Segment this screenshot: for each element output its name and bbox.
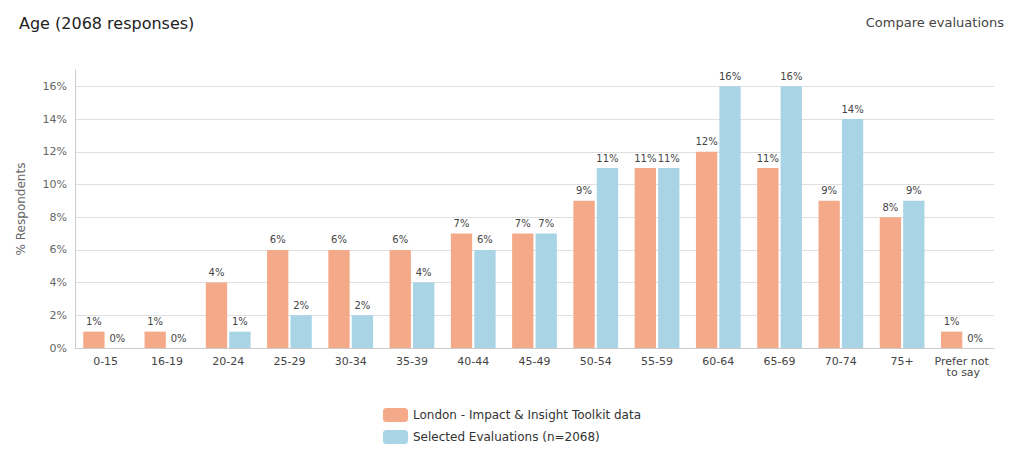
svg-text:1%: 1% xyxy=(944,316,960,327)
svg-text:0%: 0% xyxy=(109,333,125,344)
svg-text:0%: 0% xyxy=(50,342,67,355)
svg-text:20-24: 20-24 xyxy=(212,355,244,368)
svg-text:1%: 1% xyxy=(147,316,163,327)
svg-text:Age (2068 responses): Age (2068 responses) xyxy=(19,14,194,33)
svg-text:London - Impact & Insight Tool: London - Impact & Insight Toolkit data xyxy=(413,408,641,422)
svg-text:6%: 6% xyxy=(392,234,408,245)
svg-text:to say: to say xyxy=(947,366,981,379)
svg-text:4%: 4% xyxy=(209,267,225,278)
svg-text:11%: 11% xyxy=(757,153,779,164)
svg-text:11%: 11% xyxy=(658,153,680,164)
svg-text:7%: 7% xyxy=(515,218,531,229)
svg-text:Prefer not: Prefer not xyxy=(934,355,993,368)
svg-text:8%: 8% xyxy=(50,211,67,224)
svg-text:0%: 0% xyxy=(171,333,187,344)
svg-text:7%: 7% xyxy=(538,218,554,229)
svg-text:1%: 1% xyxy=(86,316,102,327)
svg-text:30-34: 30-34 xyxy=(335,355,367,368)
svg-text:Compare evaluations: Compare evaluations xyxy=(866,15,1004,30)
svg-text:10%: 10% xyxy=(43,178,67,191)
svg-text:9%: 9% xyxy=(906,185,922,196)
svg-text:8%: 8% xyxy=(882,202,898,213)
svg-text:% Respondents: % Respondents xyxy=(14,163,28,256)
svg-text:6%: 6% xyxy=(270,234,286,245)
svg-text:12%: 12% xyxy=(43,145,67,158)
svg-text:2%: 2% xyxy=(293,300,309,311)
svg-text:16-19: 16-19 xyxy=(151,355,183,368)
svg-text:75+: 75+ xyxy=(890,355,913,368)
svg-text:1%: 1% xyxy=(232,316,248,327)
svg-text:9%: 9% xyxy=(576,185,592,196)
svg-text:14%: 14% xyxy=(841,104,863,115)
svg-text:55-59: 55-59 xyxy=(641,355,673,368)
svg-text:0-15: 0-15 xyxy=(93,355,118,368)
svg-text:6%: 6% xyxy=(477,234,493,245)
svg-text:7%: 7% xyxy=(454,218,470,229)
svg-text:25-29: 25-29 xyxy=(273,355,305,368)
svg-text:65-69: 65-69 xyxy=(764,355,796,368)
svg-text:Selected Evaluations (n=2068): Selected Evaluations (n=2068) xyxy=(413,430,600,444)
svg-text:45-49: 45-49 xyxy=(519,355,551,368)
svg-text:16%: 16% xyxy=(780,71,802,82)
svg-text:6%: 6% xyxy=(331,234,347,245)
svg-text:50-54: 50-54 xyxy=(580,355,612,368)
svg-text:14%: 14% xyxy=(43,113,67,126)
svg-text:2%: 2% xyxy=(50,309,67,322)
svg-text:60-64: 60-64 xyxy=(702,355,734,368)
svg-text:4%: 4% xyxy=(50,276,67,289)
svg-text:0%: 0% xyxy=(967,333,983,344)
svg-text:16%: 16% xyxy=(43,80,67,93)
svg-text:12%: 12% xyxy=(695,136,717,147)
svg-text:11%: 11% xyxy=(596,153,618,164)
svg-text:4%: 4% xyxy=(416,267,432,278)
svg-text:11%: 11% xyxy=(634,153,656,164)
svg-text:70-74: 70-74 xyxy=(825,355,857,368)
svg-text:16%: 16% xyxy=(719,71,741,82)
svg-text:40-44: 40-44 xyxy=(457,355,489,368)
svg-text:6%: 6% xyxy=(50,243,67,256)
svg-text:9%: 9% xyxy=(821,185,837,196)
svg-text:35-39: 35-39 xyxy=(396,355,428,368)
svg-text:2%: 2% xyxy=(354,300,370,311)
